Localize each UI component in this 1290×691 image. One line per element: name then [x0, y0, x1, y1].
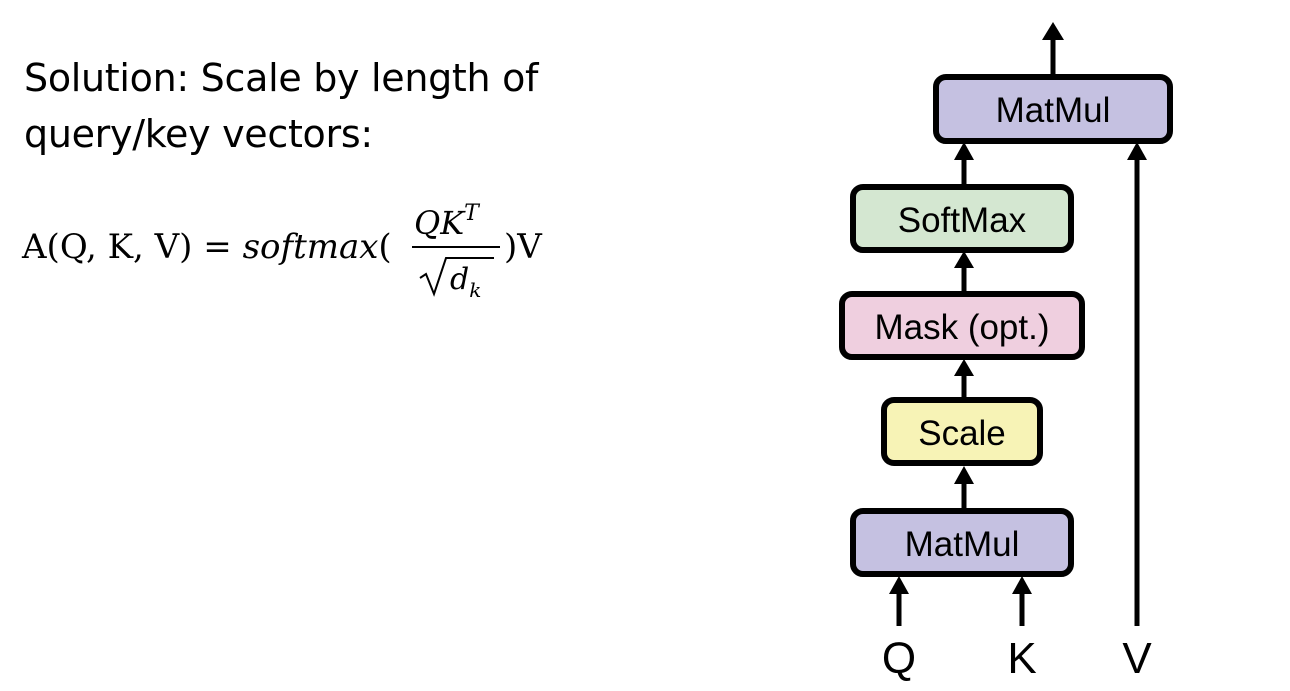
- matmul-top-label: MatMul: [996, 91, 1111, 130]
- formula-func: softmax: [243, 227, 379, 267]
- output-arrow-head: [1042, 22, 1064, 40]
- mask-label: Mask (opt.): [874, 308, 1049, 347]
- formula-numerator-base: QK: [414, 204, 466, 242]
- mask-box: Mask (opt.): [839, 291, 1085, 360]
- arrow-scale-to-mask-head: [954, 359, 974, 376]
- formula-denominator: dk: [450, 262, 481, 302]
- formula-lhs: A(Q, K, V) =: [21, 227, 243, 267]
- formula-sqrt-sign: [419, 257, 494, 297]
- input-k-label: K: [1007, 634, 1036, 683]
- scale-box: Scale: [881, 397, 1043, 466]
- text-line-1: Solution: Scale by length of: [24, 56, 539, 100]
- mask-rect: [839, 291, 1085, 360]
- matmul-bottom-box: MatMul: [850, 508, 1074, 577]
- arrow-q-to-matmul-head: [889, 576, 909, 594]
- arrow-matmul-to-scale-head: [954, 466, 974, 484]
- matmul-bottom-label: MatMul: [905, 525, 1020, 564]
- formula-numerator-sup: T: [464, 201, 481, 226]
- svg-text:A(Q, K, V) = softmax(: A(Q, K, V) = softmax(: [21, 227, 392, 267]
- slide-text: Solution: Scale by length of query/key v…: [24, 50, 644, 162]
- scale-rect: [881, 397, 1043, 466]
- softmax-box: SoftMax: [850, 184, 1074, 253]
- scale-label: Scale: [918, 414, 1006, 453]
- arrow-mask-to-softmax-head: [954, 251, 974, 268]
- arrow-v-to-matmul-head: [1127, 142, 1147, 160]
- matmul-top-rect: [933, 74, 1173, 144]
- arrow-softmax-to-matmul-head: [954, 142, 974, 160]
- text-line-2: query/key vectors:: [24, 112, 373, 156]
- attention-diagram: MatMul SoftMax Mask (opt.) Scale: [820, 0, 1220, 687]
- arrow-k-to-matmul-head: [1012, 576, 1032, 594]
- attention-formula: A(Q, K, V) = softmax( QKT dk )V: [21, 190, 562, 310]
- input-q-label: Q: [882, 634, 916, 683]
- formula-close: )V: [504, 227, 543, 267]
- input-v-label: V: [1122, 634, 1152, 683]
- formula-open-paren: (: [378, 227, 391, 267]
- softmax-label: SoftMax: [898, 201, 1027, 240]
- formula-numerator: QKT: [414, 201, 481, 242]
- softmax-rect: [850, 184, 1074, 253]
- formula-denominator-sub: k: [469, 278, 481, 302]
- formula-denominator-base: d: [450, 262, 469, 297]
- matmul-bottom-rect: [850, 508, 1074, 577]
- matmul-top-box: MatMul: [933, 74, 1173, 144]
